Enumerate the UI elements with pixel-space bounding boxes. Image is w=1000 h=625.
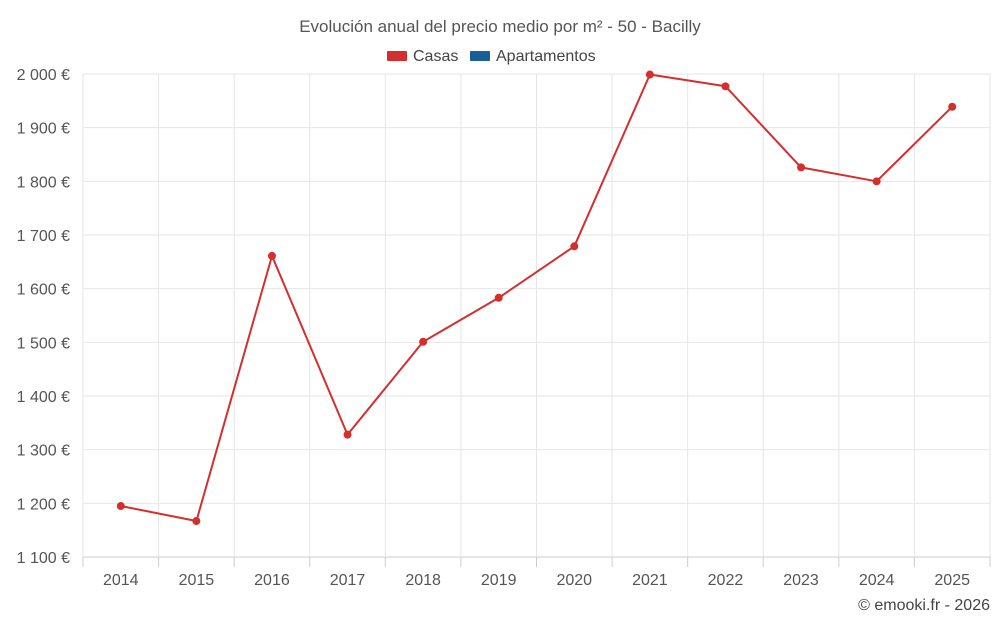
legend-swatch xyxy=(470,51,490,61)
x-tick-label: 2017 xyxy=(330,572,366,589)
x-axis: 2014 2015 2016 2017 2018 2019 2020 2021 2022 2023… xyxy=(82,557,991,589)
data-point[interactable] xyxy=(494,293,503,302)
y-axis: 1 100 € 1 200 € 1 300 € 1 400 € 1 500 € 1 600… xyxy=(17,67,70,567)
legend-label: Casas xyxy=(413,48,458,65)
data-point[interactable] xyxy=(872,177,881,186)
data-point[interactable] xyxy=(419,337,428,346)
x-tick-label: 2019 xyxy=(481,572,517,589)
x-tick-label: 2021 xyxy=(632,572,668,589)
y-tick-label: 1 800 € xyxy=(17,174,70,191)
data-point[interactable] xyxy=(721,82,730,91)
legend: Casas Apartamentos xyxy=(387,48,596,65)
series-line-casas xyxy=(120,73,953,522)
y-tick-label: 2 000 € xyxy=(17,67,70,84)
x-tick-label: 2014 xyxy=(103,572,139,589)
x-tick-label: 2024 xyxy=(859,572,895,589)
legend-item-apartamentos[interactable]: Apartamentos xyxy=(470,48,596,65)
x-tick-label: 2016 xyxy=(254,572,290,589)
data-point[interactable] xyxy=(797,163,806,172)
data-point[interactable] xyxy=(267,251,276,260)
y-tick-label: 1 500 € xyxy=(17,335,70,352)
x-tick-label: 2015 xyxy=(179,572,215,589)
x-tick-label: 2020 xyxy=(556,572,592,589)
legend-swatch xyxy=(387,51,407,61)
y-tick-label: 1 700 € xyxy=(17,228,70,245)
data-point[interactable] xyxy=(116,502,125,511)
y-tick-label: 1 600 € xyxy=(17,282,70,299)
legend-item-casas[interactable]: Casas xyxy=(387,48,458,65)
x-tick-label: 2018 xyxy=(405,572,441,589)
y-tick-label: 1 900 € xyxy=(17,121,70,138)
chart-title: Evolución anual del precio medio por m² … xyxy=(299,17,701,36)
data-point[interactable] xyxy=(192,517,201,526)
y-tick-label: 1 200 € xyxy=(17,496,70,513)
data-point[interactable] xyxy=(645,70,654,79)
grid xyxy=(82,73,991,558)
x-tick-label: 2023 xyxy=(783,572,819,589)
x-tick-label: 2025 xyxy=(934,572,970,589)
y-tick-label: 1 400 € xyxy=(17,389,70,406)
data-point[interactable] xyxy=(570,242,579,251)
legend-label: Apartamentos xyxy=(496,48,596,65)
x-tick-label: 2022 xyxy=(708,572,744,589)
data-point[interactable] xyxy=(343,430,352,439)
credit-text: © emooki.fr - 2026 xyxy=(858,597,990,614)
series-layer xyxy=(116,70,957,526)
data-point[interactable] xyxy=(948,102,957,111)
y-tick-label: 1 300 € xyxy=(17,443,70,460)
y-tick-label: 1 100 € xyxy=(17,550,70,567)
